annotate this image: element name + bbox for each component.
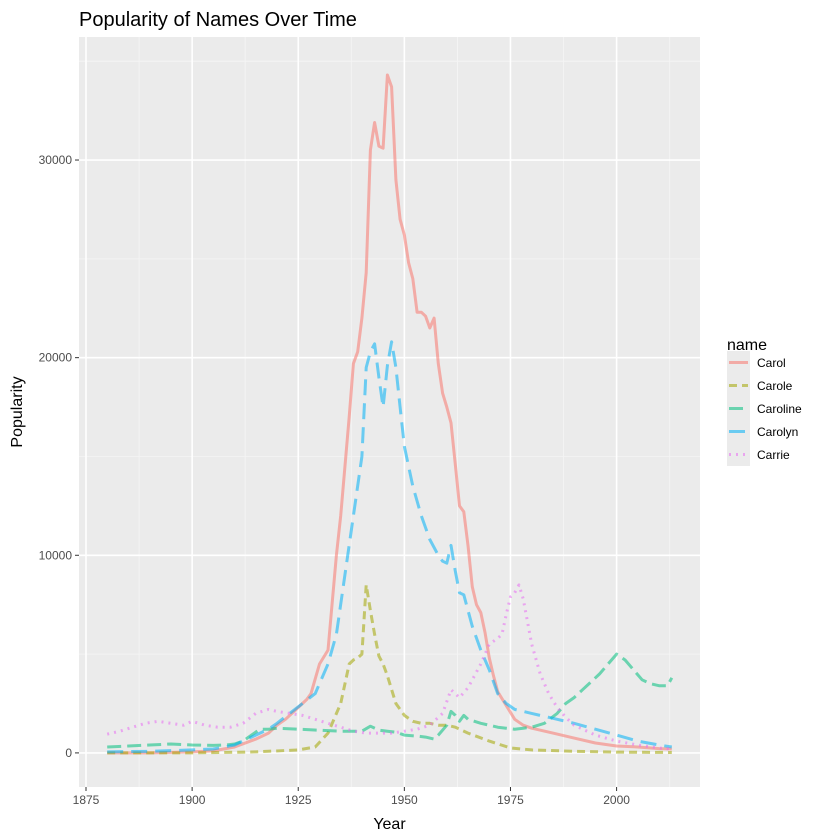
x-tick-label: 1875 — [73, 793, 100, 807]
series-line-caroline — [107, 652, 674, 749]
major-gridlines — [79, 37, 700, 787]
x-tick-label: 1975 — [497, 793, 524, 807]
legend-label-carol: Carol — [757, 356, 786, 370]
y-tick-label: 30000 — [39, 153, 73, 167]
legend-label-carolyn: Carolyn — [757, 425, 798, 439]
series-line-carole — [107, 583, 672, 755]
chart-title: Popularity of Names Over Time — [79, 9, 357, 31]
x-axis-title: Year — [373, 816, 406, 833]
x-tick-label: 1950 — [391, 793, 418, 807]
x-tick-label: 1900 — [179, 793, 206, 807]
series-lines — [106, 73, 674, 755]
series-line-carrie — [106, 583, 672, 751]
legend-label-caroline: Caroline — [757, 402, 802, 416]
legend-title: name — [727, 337, 767, 354]
legend-key-background — [727, 443, 750, 466]
minor-gridlines — [79, 37, 700, 787]
y-axis-ticks: 0 10000 20000 30000 — [39, 153, 79, 760]
y-tick-label: 0 — [65, 746, 72, 760]
x-tick-label: 2000 — [603, 793, 630, 807]
y-tick-label: 20000 — [39, 351, 73, 365]
y-axis-title: Popularity — [9, 376, 26, 447]
legend-label-carole: Carole — [757, 379, 793, 393]
plot-panel — [79, 37, 700, 787]
x-axis-ticks: 1875 1900 1925 1950 1975 2000 — [73, 787, 630, 807]
y-tick-label: 10000 — [39, 548, 73, 562]
legend-key-background — [727, 374, 750, 397]
x-tick-label: 1925 — [285, 793, 312, 807]
series-line-carolyn — [107, 340, 673, 754]
series-line-carol — [107, 73, 672, 755]
legend: name Carol Carole Caroline Carolyn Carrie — [727, 337, 802, 466]
legend-label-carrie: Carrie — [757, 448, 790, 462]
